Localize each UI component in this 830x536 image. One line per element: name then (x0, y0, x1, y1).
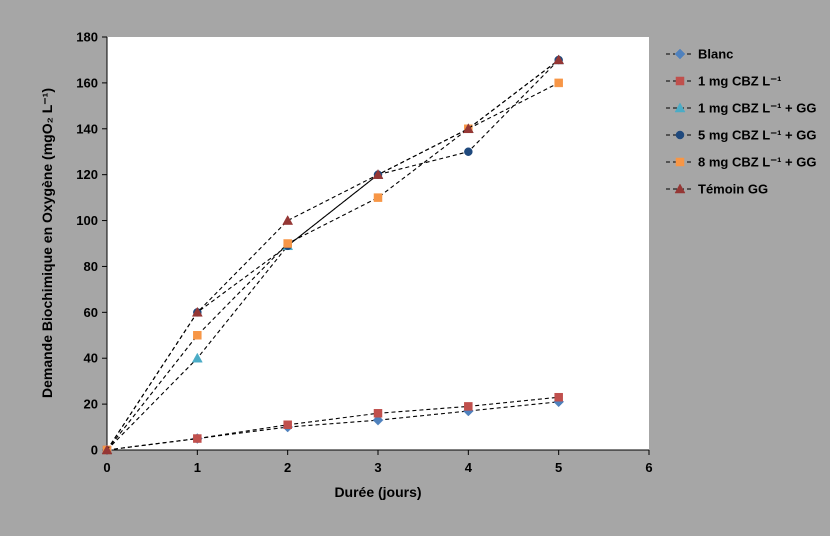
x-tick-label: 5 (555, 460, 562, 475)
series-line (106, 59, 560, 451)
data-point (554, 78, 563, 88)
y-tick-label: 160 (76, 75, 98, 90)
data-point (101, 444, 113, 455)
legend-label: 1 mg CBZ L⁻¹ + GG (698, 101, 816, 116)
legend-label: 5 mg CBZ L⁻¹ + GG (698, 128, 816, 143)
y-tick-label: 80 (84, 259, 98, 274)
data-point (554, 392, 563, 402)
series-line (106, 59, 560, 451)
legend-marker (674, 183, 686, 194)
legend-marker (675, 157, 685, 167)
legend-marker (674, 102, 686, 113)
data-point (282, 215, 294, 225)
legend-label: Blanc (698, 47, 733, 62)
data-point (283, 420, 292, 430)
y-tick-label: 100 (76, 213, 98, 228)
data-point (193, 434, 202, 443)
legend-label: 1 mg CBZ L⁻¹ (698, 74, 781, 89)
x-tick-label: 0 (103, 460, 110, 475)
legend-item: 1 mg CBZ L⁻¹ + GG (666, 101, 816, 116)
legend-label: 8 mg CBZ L⁻¹ + GG (698, 155, 816, 170)
series-line (106, 82, 559, 451)
series-line (106, 396, 559, 451)
series-line (106, 401, 559, 451)
data-point (283, 239, 292, 248)
data-point (553, 54, 565, 65)
data-point (373, 409, 383, 418)
series-layer (101, 54, 565, 456)
y-tick-label: 20 (84, 397, 98, 412)
series-line (106, 59, 560, 451)
x-tick-label: 4 (465, 460, 473, 475)
legend-item: 8 mg CBZ L⁻¹ + GG (666, 155, 816, 170)
legend: Blanc 1 mg CBZ L⁻¹ 1 mg CBZ L⁻¹ + GG 5 mg C… (666, 47, 816, 197)
y-tick-label: 140 (76, 121, 98, 136)
series-6 (101, 54, 565, 455)
legend-item: 1 mg CBZ L⁻¹ (666, 74, 781, 89)
x-tick-label: 1 (194, 460, 201, 475)
x-tick-label: 3 (374, 460, 381, 475)
data-point (464, 147, 473, 156)
plot-area (107, 37, 649, 450)
legend-marker (674, 48, 686, 60)
y-tick-label: 120 (76, 167, 98, 182)
legend-item: Témoin GG (666, 182, 768, 197)
data-point (191, 306, 203, 317)
y-tick-label: 0 (91, 443, 98, 458)
legend-marker (675, 76, 685, 86)
legend-label: Témoin GG (698, 182, 768, 197)
y-tick-label: 180 (76, 30, 98, 45)
legend-item: 5 mg CBZ L⁻¹ + GG (666, 128, 816, 143)
legend-marker (675, 130, 685, 140)
y-tick-label: 40 (84, 351, 98, 366)
y-tick-label: 60 (84, 305, 98, 320)
data-point (372, 414, 384, 426)
axes: 0 20 40 60 80 100 120 140 160 180 0 1 2 3 4 5 6 (76, 30, 652, 476)
y-axis-title: Demande Biochimique en Oxygène (mgO₂ L⁻¹… (39, 88, 55, 398)
x-axis-title: Durée (jours) (334, 484, 421, 500)
data-point (372, 169, 384, 179)
data-point (462, 123, 474, 134)
x-tick-label: 6 (645, 460, 652, 475)
data-point (464, 402, 473, 411)
x-tick-label: 2 (284, 460, 291, 475)
data-point (373, 193, 383, 202)
data-point (193, 331, 202, 340)
data-point (191, 352, 203, 363)
legend-item: Blanc (666, 47, 733, 62)
